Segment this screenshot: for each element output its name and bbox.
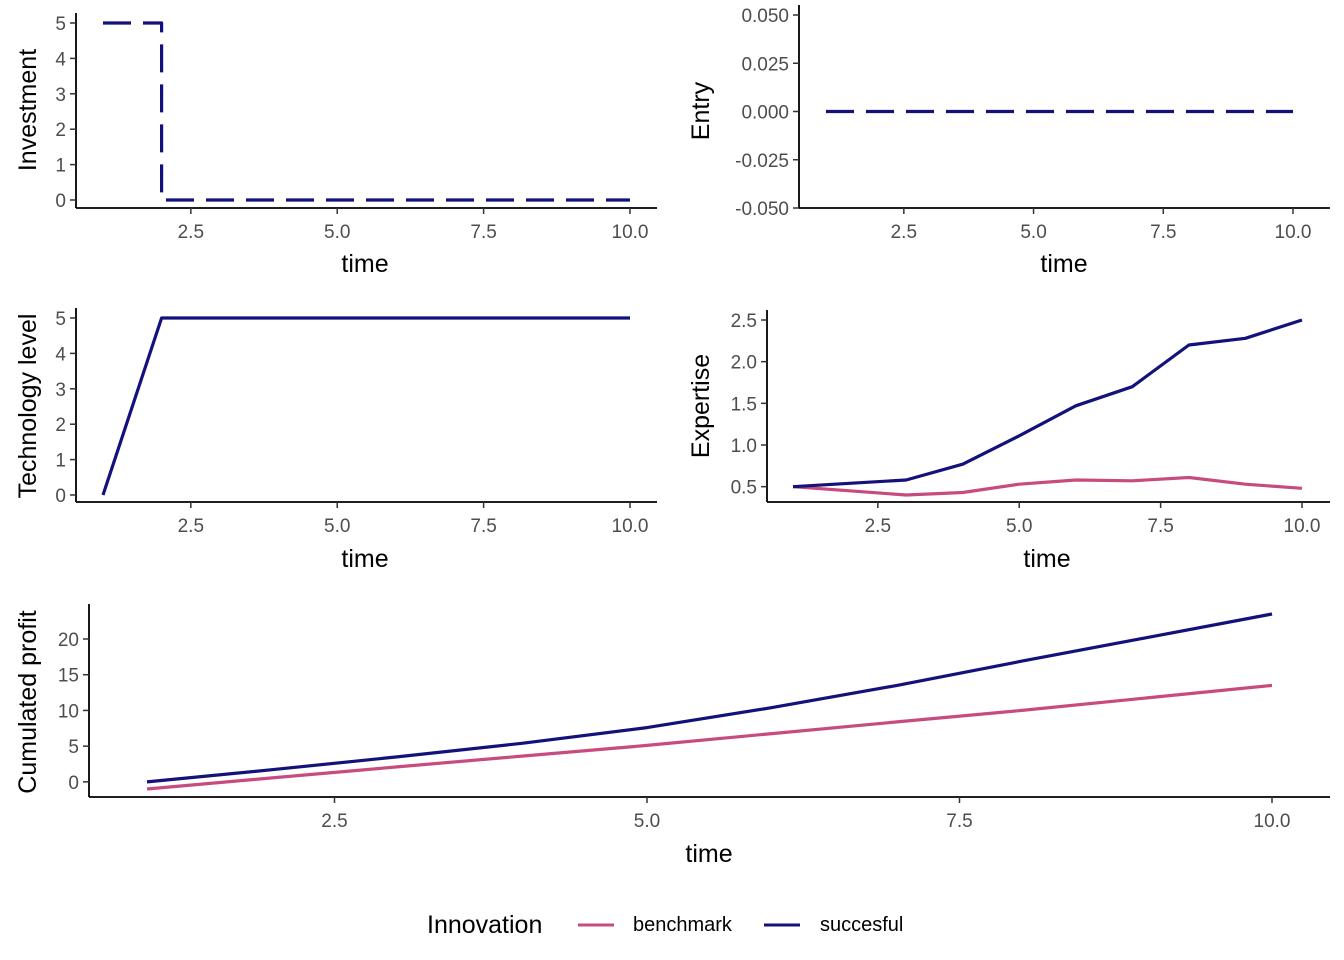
series-line-benchmark (792, 475, 1303, 497)
y-tick-label: 0.050 (741, 6, 789, 27)
y-tick-label: 2.5 (731, 311, 757, 332)
y-tick-label: 5 (68, 737, 79, 758)
panel-expertise: 0.5 1.0 1.5 2.0 2.5 2.5 5.0 7.5 10.0 time Expertis… (687, 310, 1330, 573)
legend-label-succesful: succesful (820, 914, 903, 936)
x-axis-title: time (1023, 545, 1070, 573)
x-tick-label: 10.0 (1275, 222, 1312, 243)
x-tick-label: 10.0 (1254, 811, 1291, 832)
x-tick-label: 10.0 (612, 516, 649, 537)
x-tick-label: 5.0 (1020, 222, 1046, 243)
x-tick-label: 2.5 (891, 222, 917, 243)
y-tick-label: 3 (55, 380, 66, 401)
x-axis-title: time (1040, 250, 1087, 278)
series-line-succesful (103, 21, 630, 202)
x-tick-label: 5.0 (634, 811, 660, 832)
y-axis-title: Technology level (14, 314, 42, 499)
y-tick-label: 15 (58, 666, 79, 687)
series-line-benchmark (146, 683, 1273, 791)
x-tick-label: 5.0 (324, 222, 350, 243)
y-axis-title: Investment (14, 49, 42, 171)
x-tick-label: 7.5 (470, 222, 496, 243)
x-tick-label: 10.0 (1284, 516, 1321, 537)
y-axis-title: Entry (687, 81, 715, 140)
y-tick-label: 10 (58, 701, 79, 722)
y-tick-label: -0.025 (735, 151, 789, 172)
panel-technology: 0 1 2 3 4 5 2.5 5.0 7.5 10.0 time Technology level (14, 308, 657, 573)
x-axis-title: time (685, 840, 732, 868)
x-axis-title: time (341, 250, 388, 278)
legend-label-benchmark: benchmark (633, 914, 733, 936)
x-tick-label: 7.5 (470, 516, 496, 537)
y-tick-label: 1.5 (731, 394, 757, 415)
panel-investment: 0 1 2 3 4 5 2.5 5.0 7.5 10.0 time Investment (14, 13, 657, 278)
x-tick-label: 5.0 (324, 516, 350, 537)
x-tick-label: 5.0 (1006, 516, 1032, 537)
y-tick-label: 20 (58, 630, 79, 651)
y-tick-label: 0.5 (731, 478, 757, 499)
x-tick-label: 7.5 (1147, 516, 1173, 537)
y-tick-label: 1 (55, 156, 66, 177)
x-tick-label: 10.0 (612, 222, 649, 243)
y-tick-label: 1 (55, 451, 66, 472)
y-tick-label: 0 (68, 773, 79, 794)
y-tick-label: 3 (55, 85, 66, 106)
panel-entry: -0.050 -0.025 0.000 0.025 0.050 2.5 5.0 7.5 10.0… (687, 5, 1330, 278)
legend-title: Innovation (427, 911, 542, 939)
panel-profit: 0 5 10 15 20 2.5 5.0 7.5 10.0 time Cumulated profi… (14, 604, 1330, 868)
y-axis-title: Cumulated profit (14, 610, 42, 793)
x-tick-label: 2.5 (321, 811, 347, 832)
y-tick-label: 0 (55, 486, 66, 507)
x-tick-label: 2.5 (178, 222, 204, 243)
x-axis-title: time (341, 545, 388, 573)
y-tick-label: 0 (55, 191, 66, 212)
y-axis-title: Expertise (687, 354, 715, 458)
x-tick-label: 2.5 (865, 516, 891, 537)
series-line-succesful (792, 318, 1303, 489)
y-tick-label: 1.0 (731, 436, 757, 457)
y-tick-label: 2 (55, 120, 66, 141)
y-tick-label: 5 (55, 14, 66, 35)
y-tick-label: 0.025 (741, 54, 789, 75)
legend: Innovation benchmark succesful (427, 911, 903, 939)
series-line-succesful (146, 612, 1273, 784)
y-tick-label: 4 (55, 344, 66, 365)
y-tick-label: 2 (55, 415, 66, 436)
y-tick-label: 0.000 (741, 103, 789, 124)
y-tick-label: 2.0 (731, 353, 757, 374)
y-tick-label: 5 (55, 309, 66, 330)
x-tick-label: 2.5 (178, 516, 204, 537)
y-tick-label: 4 (55, 49, 66, 70)
y-tick-label: -0.050 (735, 199, 789, 220)
series-line-succesful (101, 316, 630, 496)
x-tick-label: 7.5 (946, 811, 972, 832)
x-tick-label: 7.5 (1150, 222, 1176, 243)
